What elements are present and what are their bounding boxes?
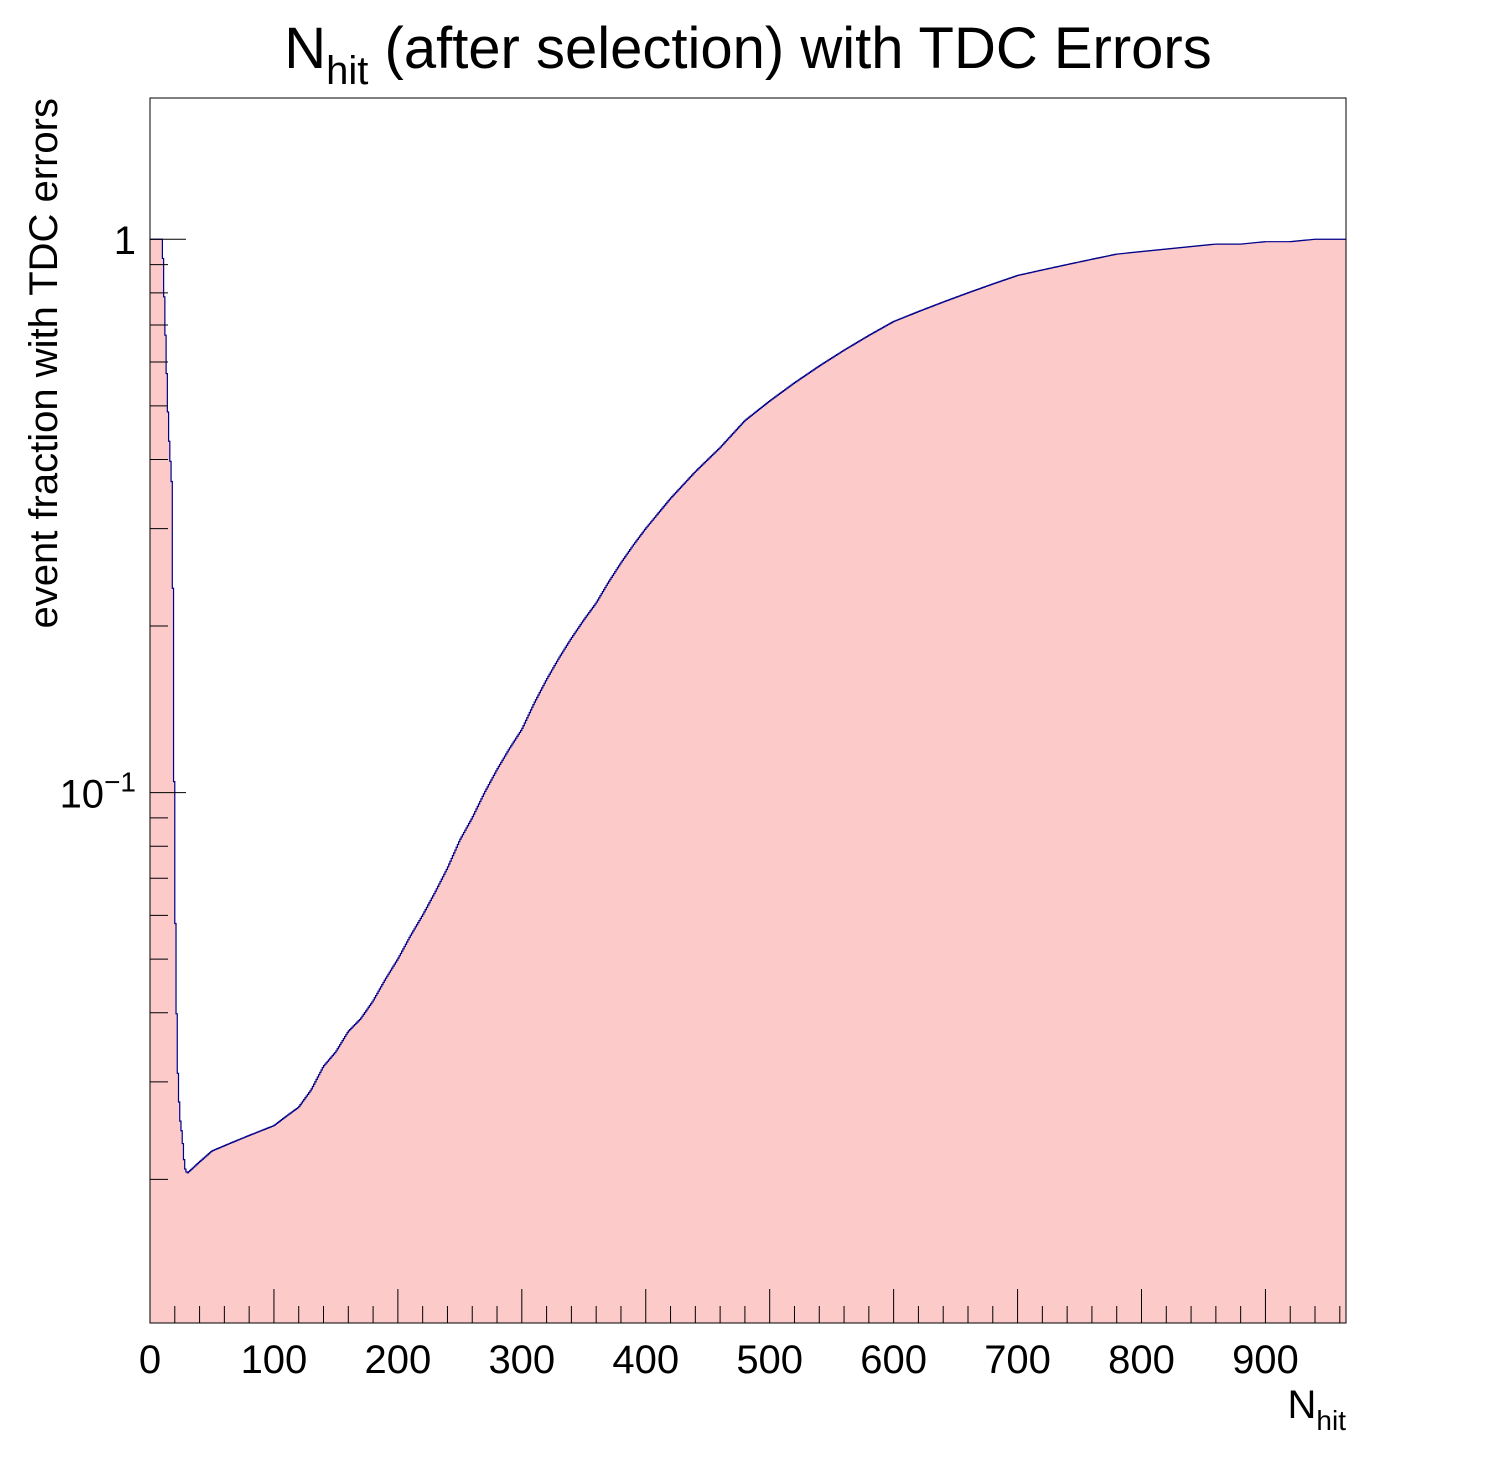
x-axis-label: Nhit xyxy=(1288,1383,1347,1436)
x-axis-label-sub: hit xyxy=(1316,1405,1346,1436)
x-tick-label: 200 xyxy=(365,1338,432,1382)
x-tick-label: 800 xyxy=(1108,1338,1175,1382)
y-tick-label: 10−1 xyxy=(60,767,136,817)
histogram-fill-0 xyxy=(150,239,1346,1323)
x-tick-label: 0 xyxy=(139,1338,161,1382)
x-tick-label: 600 xyxy=(860,1338,927,1382)
x-tick-label: 500 xyxy=(736,1338,803,1382)
y-tick-label: 1 xyxy=(114,219,136,263)
x-tick-label: 100 xyxy=(241,1338,308,1382)
x-axis-label-main: N xyxy=(1288,1383,1317,1427)
y-axis-label: event fraction with TDC errors xyxy=(22,98,66,629)
chart-title: Nhit (after selection) with TDC Errors xyxy=(284,16,1212,93)
plot-frame xyxy=(149,97,1347,1324)
axis-ticks xyxy=(149,238,1341,1323)
x-tick-label: 700 xyxy=(984,1338,1051,1382)
chart-title-main: N xyxy=(284,16,326,81)
chart-title-rest: (after selection) with TDC Errors xyxy=(368,16,1211,81)
x-tick-label: 900 xyxy=(1232,1338,1299,1382)
x-tick-label: 400 xyxy=(612,1338,679,1382)
chart-title-sub: hit xyxy=(326,49,368,93)
histogram-line-0 xyxy=(150,238,1346,1174)
tick-labels: 0 100 200 300 400 500 600 700 800 900 10−1 1 xyxy=(60,219,1299,1382)
x-tick-label: 300 xyxy=(488,1338,555,1382)
plot-area xyxy=(150,238,1346,1323)
